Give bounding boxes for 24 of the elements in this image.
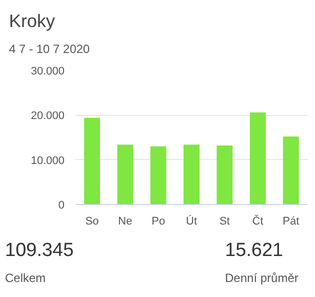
chart-title: Kroky: [9, 10, 56, 33]
text: 15.621: [225, 239, 284, 263]
chart-subtitle: 4 7 - 10 7 2020: [9, 40, 90, 58]
bar: [84, 118, 100, 204]
y-tick-label: 10.000: [30, 154, 65, 167]
y-tick-label: 20.000: [30, 110, 65, 122]
x-tick-label: Čt: [252, 214, 264, 228]
x-tick-label: Pát: [282, 216, 300, 228]
x-tick-label: Po: [152, 216, 166, 228]
bar: [117, 144, 134, 204]
text: 109.345: [5, 239, 74, 263]
bar: [282, 136, 299, 204]
y-tick-label: 0: [58, 200, 65, 212]
x-tick-label: Ne: [118, 216, 132, 228]
bar: [150, 146, 166, 204]
bar: [250, 112, 266, 204]
y-tick-label: 30.000: [30, 66, 65, 78]
bar: [216, 145, 233, 204]
x-tick-label: St: [219, 216, 230, 228]
text: Denní průměr: [225, 270, 298, 288]
text: Celkem: [5, 270, 47, 288]
x-tick-label: Út: [186, 214, 197, 228]
x-tick-label: So: [85, 216, 99, 228]
bar: [184, 144, 200, 204]
